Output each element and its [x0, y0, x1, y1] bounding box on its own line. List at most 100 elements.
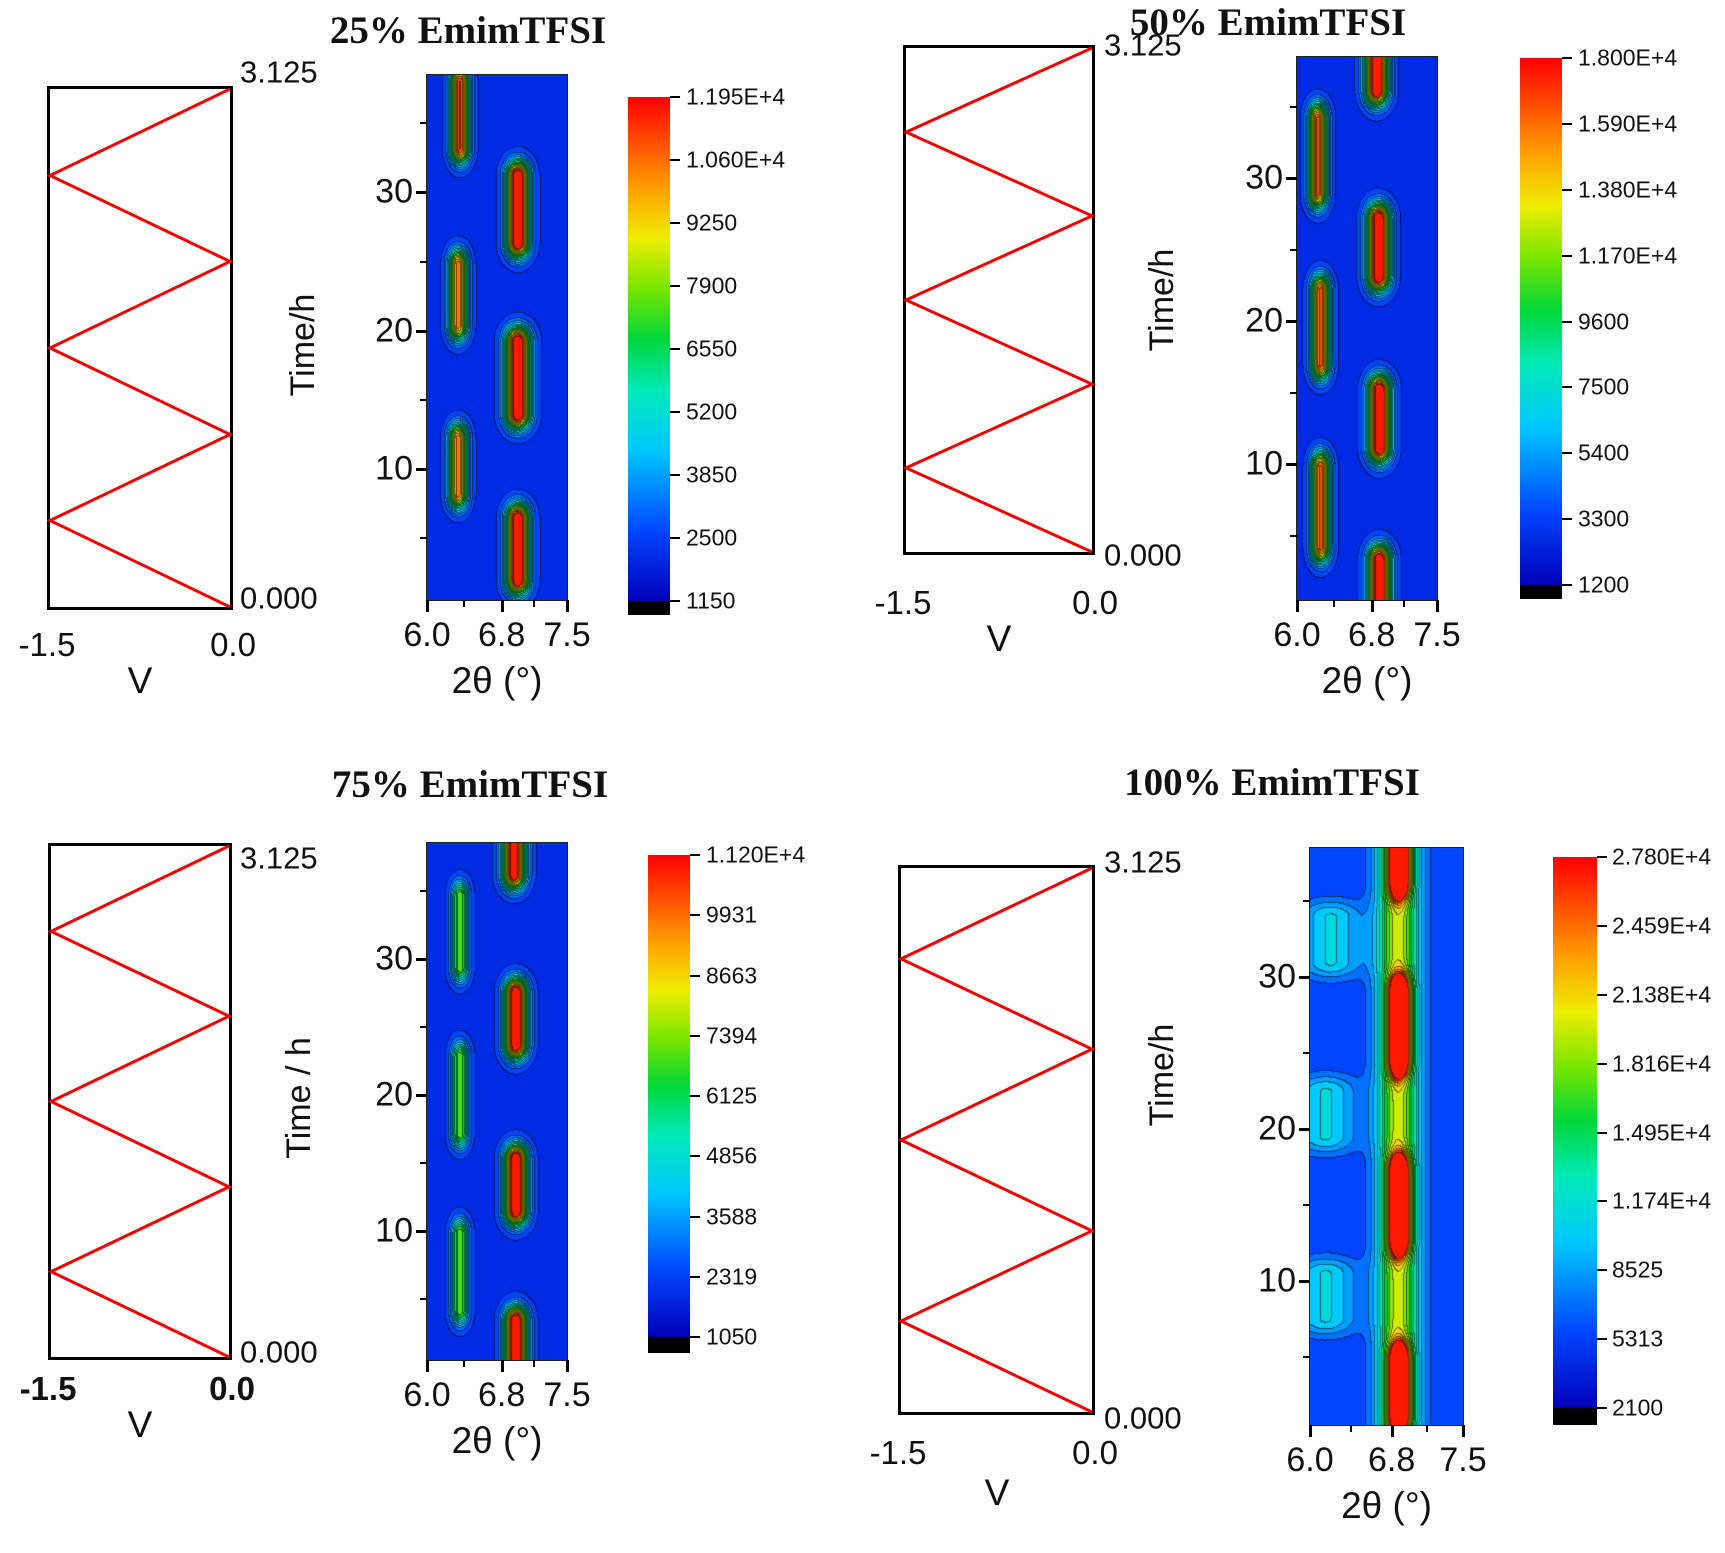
voltage-tick-min: -1.5 — [869, 1434, 927, 1471]
colorbar-tick-label: 5200 — [686, 398, 738, 425]
colorbar-tick — [690, 1336, 700, 1338]
two-theta-minor-tick — [1426, 1425, 1429, 1432]
colorbar-tick — [1562, 518, 1572, 521]
colorbar-tick — [670, 159, 680, 161]
colorbar-tick-label: 2.780E+4 — [1612, 843, 1712, 870]
two-theta-axis-label: 2θ (°) — [451, 660, 543, 701]
time-axis-min-label: 0.000 — [1104, 537, 1182, 573]
two-theta-minor-tick — [1403, 600, 1406, 607]
voltage-axis-label: V — [127, 660, 153, 701]
time-minor-tick — [420, 536, 427, 539]
two-theta-major-tick — [500, 600, 504, 612]
colorbar-tick — [1597, 1200, 1607, 1203]
colorbar-tick-label: 2319 — [706, 1263, 758, 1290]
colorbar-tick — [690, 1095, 700, 1097]
panel-title: 75% EmimTFSI — [331, 763, 609, 806]
two-theta-tick-label: 7.5 — [543, 616, 591, 654]
time-tick-label: 20 — [1245, 301, 1283, 340]
time-axis-max-label: 3.125 — [1104, 27, 1182, 63]
colorbar-tick — [690, 1275, 700, 1278]
colorbar-tick-label: 5313 — [1612, 1325, 1664, 1352]
time-axis-label: Time / h — [280, 1037, 318, 1159]
voltage-tick-max: 0.0 — [1072, 584, 1118, 621]
colorbar-tick-label: 7900 — [686, 272, 738, 299]
two-theta-minor-tick — [463, 1360, 466, 1367]
colorbar-tick-label: 1.380E+4 — [1578, 176, 1678, 203]
two-theta-major-tick — [1309, 1425, 1312, 1437]
colorbar-tick-label: 1.816E+4 — [1612, 1050, 1712, 1077]
colorbar-tick — [1562, 254, 1572, 257]
time-axis-label: Time/h — [1143, 1023, 1181, 1127]
colorbar-tick — [670, 537, 680, 539]
voltage-axis-label: V — [986, 618, 1012, 659]
colorbar-tick — [1597, 993, 1607, 996]
time-major-tick — [1299, 976, 1310, 980]
colorbar-tick — [1597, 924, 1607, 927]
colorbar-tick-label: 1.120E+4 — [706, 841, 806, 868]
time-tick-label: 20 — [1258, 1109, 1296, 1148]
time-major-tick — [1299, 1279, 1310, 1283]
colorbar-tick-label: 1150 — [686, 587, 736, 614]
time-minor-tick — [1303, 1051, 1310, 1054]
colorbar-tick — [690, 1034, 700, 1037]
colorbar-tick-label: 8525 — [1612, 1256, 1664, 1283]
colorbar-tick — [670, 222, 680, 224]
time-axis-label: Time/h — [1143, 248, 1181, 352]
panel-title: 100% EmimTFSI — [1124, 761, 1420, 804]
time-tick-label: 30 — [375, 939, 413, 978]
xrd-contour-map — [426, 842, 568, 1361]
two-theta-tick-label: 6.8 — [1367, 1441, 1416, 1479]
two-theta-tick-label: 6.8 — [478, 1376, 526, 1414]
voltage-waveform-line — [906, 48, 1092, 552]
colorbar-tick — [690, 974, 700, 977]
time-tick-label: 20 — [375, 1075, 413, 1114]
colorbar-tick-label: 8663 — [706, 962, 758, 988]
time-axis-label: Time/h — [284, 293, 322, 397]
voltage-tick-max: 0.0 — [209, 1370, 255, 1407]
voltage-plot-frame — [48, 843, 232, 1360]
colorbar-tick-label: 1.174E+4 — [1612, 1187, 1712, 1214]
voltage-axis-label: V — [127, 1404, 153, 1445]
panel-title: 50% EmimTFSI — [1129, 1, 1407, 44]
time-major-tick — [416, 467, 427, 471]
two-theta-tick-label: 7.5 — [1413, 616, 1461, 654]
voltage-tick-min: -1.5 — [19, 1370, 77, 1407]
colorbar — [628, 97, 670, 615]
time-tick-label: 10 — [1258, 1261, 1296, 1300]
colorbar-tick — [1562, 386, 1572, 389]
time-tick-label: 10 — [1245, 444, 1283, 483]
colorbar-tick-label: 1200 — [1578, 571, 1630, 598]
time-tick-label: 10 — [375, 1211, 413, 1250]
voltage-plot-frame — [47, 86, 233, 610]
voltage-axis-label: V — [984, 1472, 1010, 1513]
time-major-tick — [1286, 320, 1297, 324]
colorbar-tick-label: 1.060E+4 — [686, 146, 786, 173]
xrd-contour-map — [1296, 56, 1438, 601]
colorbar-tick — [690, 854, 700, 856]
two-theta-tick-label: 6.0 — [1273, 616, 1321, 654]
colorbar-tick — [1562, 188, 1572, 191]
time-tick-label: 30 — [1245, 158, 1283, 197]
time-axis-max-label: 3.125 — [240, 54, 318, 90]
xrd-contour-map — [426, 74, 568, 601]
colorbar-tick-label: 1.590E+4 — [1578, 110, 1678, 137]
time-tick-label: 10 — [375, 449, 413, 488]
colorbar-tick — [1597, 1131, 1607, 1134]
two-theta-major-tick — [1370, 600, 1374, 612]
colorbar-tick — [1562, 57, 1572, 59]
colorbar-tick-label: 3850 — [686, 461, 738, 488]
colorbar-tick-label: 1.495E+4 — [1612, 1119, 1712, 1145]
voltage-tick-max: 0.0 — [210, 626, 256, 663]
time-minor-tick — [420, 1025, 427, 1028]
time-minor-tick — [420, 889, 427, 892]
colorbar-tick-label: 6550 — [686, 335, 738, 362]
two-theta-major-tick — [1436, 600, 1439, 612]
colorbar-tick — [670, 600, 680, 602]
colorbar-tick — [1562, 584, 1572, 586]
two-theta-major-tick — [1296, 600, 1299, 612]
two-theta-axis-label: 2θ (°) — [1321, 660, 1413, 701]
voltage-waveform-line — [901, 868, 1092, 1412]
two-theta-minor-tick — [463, 600, 466, 607]
voltage-plot-frame — [898, 865, 1095, 1415]
voltage-plot-frame — [903, 45, 1095, 555]
